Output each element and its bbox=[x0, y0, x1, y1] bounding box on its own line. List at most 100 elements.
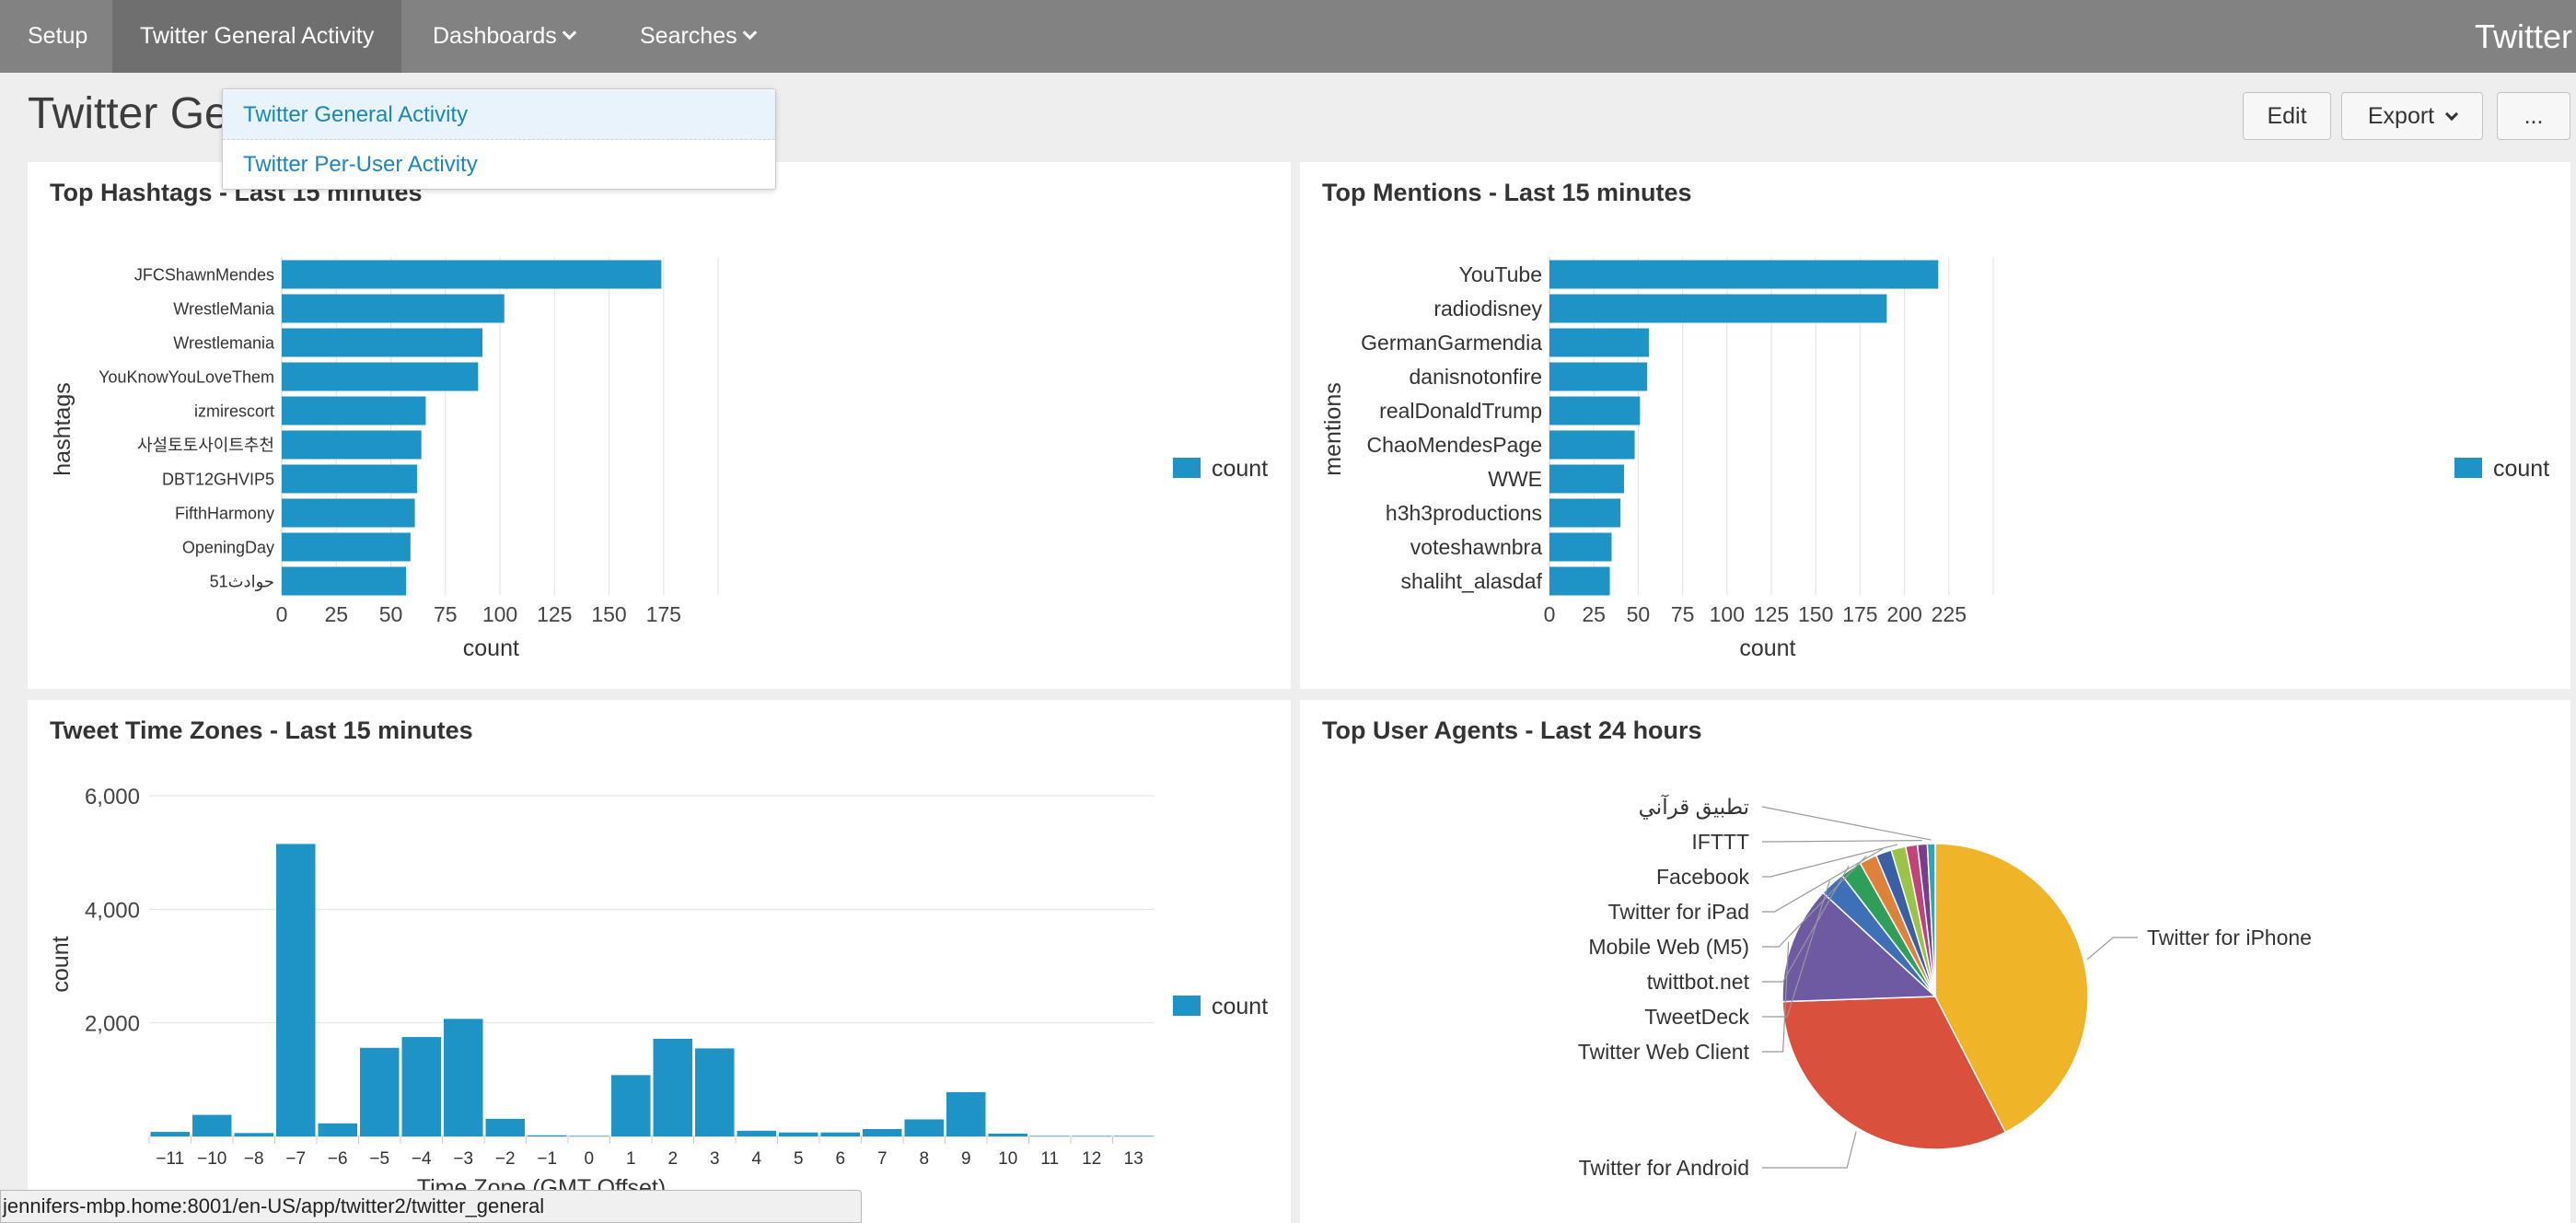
export-button[interactable]: Export bbox=[2341, 92, 2483, 140]
y-category-label: h3h3productions bbox=[1386, 501, 1542, 525]
x-tick-label: −6 bbox=[328, 1149, 348, 1169]
x-tick-label: 7 bbox=[877, 1149, 888, 1169]
x-tick-label: −10 bbox=[197, 1149, 226, 1169]
bar bbox=[282, 566, 407, 596]
x-tick-label: 75 bbox=[1671, 602, 1695, 626]
bar bbox=[695, 1048, 735, 1136]
bar bbox=[282, 362, 479, 391]
bar bbox=[1549, 498, 1621, 528]
pie-leader-line bbox=[1762, 848, 1883, 913]
y-axis-title: count bbox=[48, 936, 74, 992]
x-axis-title: count bbox=[463, 635, 519, 661]
x-tick-label: −11 bbox=[156, 1149, 184, 1169]
x-tick-label: −1 bbox=[537, 1149, 557, 1169]
x-tick-label: 100 bbox=[1710, 602, 1745, 626]
pie-leader-line bbox=[1762, 840, 1922, 843]
x-tick-label: 50 bbox=[379, 602, 403, 626]
x-tick-label: 150 bbox=[1798, 602, 1833, 626]
x-tick-label: 6 bbox=[835, 1149, 845, 1169]
y-category-label: izmirescort bbox=[194, 402, 274, 420]
x-tick-label: 175 bbox=[646, 602, 681, 626]
dropdown-item-twitter-general-activity[interactable]: Twitter General Activity bbox=[223, 90, 775, 140]
pie-label: twittbot.net bbox=[1647, 970, 1750, 994]
bar bbox=[820, 1132, 860, 1136]
y-category-label: YouTube bbox=[1459, 262, 1542, 286]
y-category-label: YouKnowYouLoveThem bbox=[99, 367, 274, 386]
bar bbox=[779, 1132, 818, 1136]
x-tick-label: 12 bbox=[1082, 1149, 1101, 1169]
y-category-label: JFCShawnMendes bbox=[134, 265, 274, 284]
y-category-label: 사설토토사이트추천 bbox=[137, 436, 274, 454]
hashtags-chart: 0 25 50 75 100 125 150 175 JFCShawnMendes Wrestle… bbox=[50, 257, 1268, 661]
x-tick-label: 0 bbox=[1544, 602, 1556, 626]
nav-setup[interactable]: Setup bbox=[0, 0, 115, 73]
x-tick-label: 100 bbox=[482, 602, 517, 626]
pie-slice bbox=[1781, 996, 2007, 1150]
more-actions-button[interactable]: ... bbox=[2497, 92, 2570, 140]
bar bbox=[282, 328, 483, 357]
y-category-label: DBT12GHVIP5 bbox=[162, 470, 274, 488]
panel-title: Top User Agents - Last 24 hours bbox=[1322, 716, 1702, 744]
y-tick-label: 2,000 bbox=[85, 1012, 140, 1037]
legend-label: count bbox=[1212, 994, 1268, 1019]
nav-searches[interactable]: Searches bbox=[612, 0, 783, 73]
export-label: Export bbox=[2367, 103, 2435, 129]
legend-swatch bbox=[2454, 458, 2482, 478]
panel-top-hashtags: Top Hashtags - Last 15 minutes 0 25 50 75 10… bbox=[28, 162, 1291, 689]
x-tick-label: 13 bbox=[1124, 1149, 1143, 1169]
edit-button[interactable]: Edit bbox=[2243, 92, 2331, 140]
x-tick-label: 4 bbox=[751, 1149, 761, 1169]
nav-twitter-general-activity-label: Twitter General Activity bbox=[140, 23, 375, 49]
nav-twitter-general-activity[interactable]: Twitter General Activity bbox=[112, 0, 402, 73]
legend-swatch bbox=[1173, 996, 1201, 1016]
y-category-label: danisnotonfire bbox=[1410, 365, 1543, 389]
y-category-label: realDonaldTrump bbox=[1379, 399, 1542, 423]
bar bbox=[192, 1114, 232, 1136]
chevron-down-icon bbox=[742, 25, 757, 41]
bar bbox=[282, 396, 426, 425]
bar bbox=[1549, 362, 1648, 391]
x-tick-label: −4 bbox=[412, 1149, 432, 1169]
y-category-label: FifthHarmony bbox=[175, 504, 274, 522]
pie-leader-line bbox=[1761, 806, 1932, 841]
pie-leader-line bbox=[1762, 941, 1790, 1053]
y-tick-label: 6,000 bbox=[85, 785, 140, 810]
panel-title: Tweet Time Zones - Last 15 minutes bbox=[50, 716, 473, 744]
legend-label: count bbox=[2493, 456, 2549, 482]
x-tick-label: 25 bbox=[324, 602, 348, 626]
chevron-down-icon bbox=[2445, 107, 2459, 122]
bar bbox=[653, 1038, 692, 1136]
y-category-label: Wrestlemania bbox=[173, 333, 275, 352]
bar bbox=[485, 1118, 525, 1136]
pie-leader-line bbox=[1762, 880, 1830, 1018]
pie-leader-line bbox=[1762, 855, 1867, 948]
y-category-label: voteshawnbra bbox=[1410, 535, 1542, 559]
nav-searches-label: Searches bbox=[640, 23, 737, 49]
x-tick-label: 225 bbox=[1932, 602, 1967, 626]
dropdown-item-twitter-per-user-activity[interactable]: Twitter Per-User Activity bbox=[243, 152, 478, 177]
y-category-label: WrestleMania bbox=[173, 299, 275, 318]
user-agents-pie-chart: Twitter for iPhone Twitter for Android Twi… bbox=[1578, 794, 2312, 1180]
legend-swatch bbox=[1173, 458, 1201, 478]
pie-label: Mobile Web (M5) bbox=[1588, 935, 1749, 959]
bar bbox=[282, 430, 422, 460]
x-tick-label: −2 bbox=[495, 1149, 516, 1169]
bar bbox=[1549, 396, 1641, 425]
nav-setup-label: Setup bbox=[28, 23, 88, 49]
x-tick-label: 0 bbox=[276, 602, 288, 626]
bar bbox=[401, 1037, 441, 1136]
x-tick-label: 50 bbox=[1627, 602, 1651, 626]
chevron-down-icon bbox=[562, 25, 577, 41]
x-tick-label: 175 bbox=[1842, 602, 1877, 626]
pie-leader-line bbox=[1762, 844, 1898, 878]
bar bbox=[1549, 294, 1887, 323]
pie-slice bbox=[1781, 891, 1937, 1003]
bar bbox=[863, 1128, 902, 1136]
top-nav-bar: Setup Twitter General Activity Dashboard… bbox=[0, 0, 2576, 73]
y-category-label: OpeningDay bbox=[182, 538, 274, 556]
nav-dashboards-label: Dashboards bbox=[433, 23, 557, 49]
x-tick-label: 10 bbox=[998, 1149, 1017, 1169]
nav-dashboards[interactable]: Dashboards bbox=[405, 0, 602, 73]
pie-slice bbox=[1926, 843, 1936, 997]
